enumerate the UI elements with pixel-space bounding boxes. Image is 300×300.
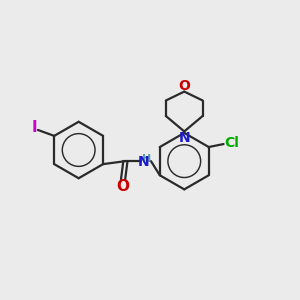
Text: Cl: Cl <box>224 136 239 151</box>
Text: N: N <box>178 131 190 146</box>
Text: H: H <box>142 154 152 164</box>
Text: O: O <box>178 79 190 93</box>
Text: I: I <box>32 120 37 135</box>
Text: N: N <box>137 155 149 169</box>
Text: O: O <box>116 178 130 194</box>
